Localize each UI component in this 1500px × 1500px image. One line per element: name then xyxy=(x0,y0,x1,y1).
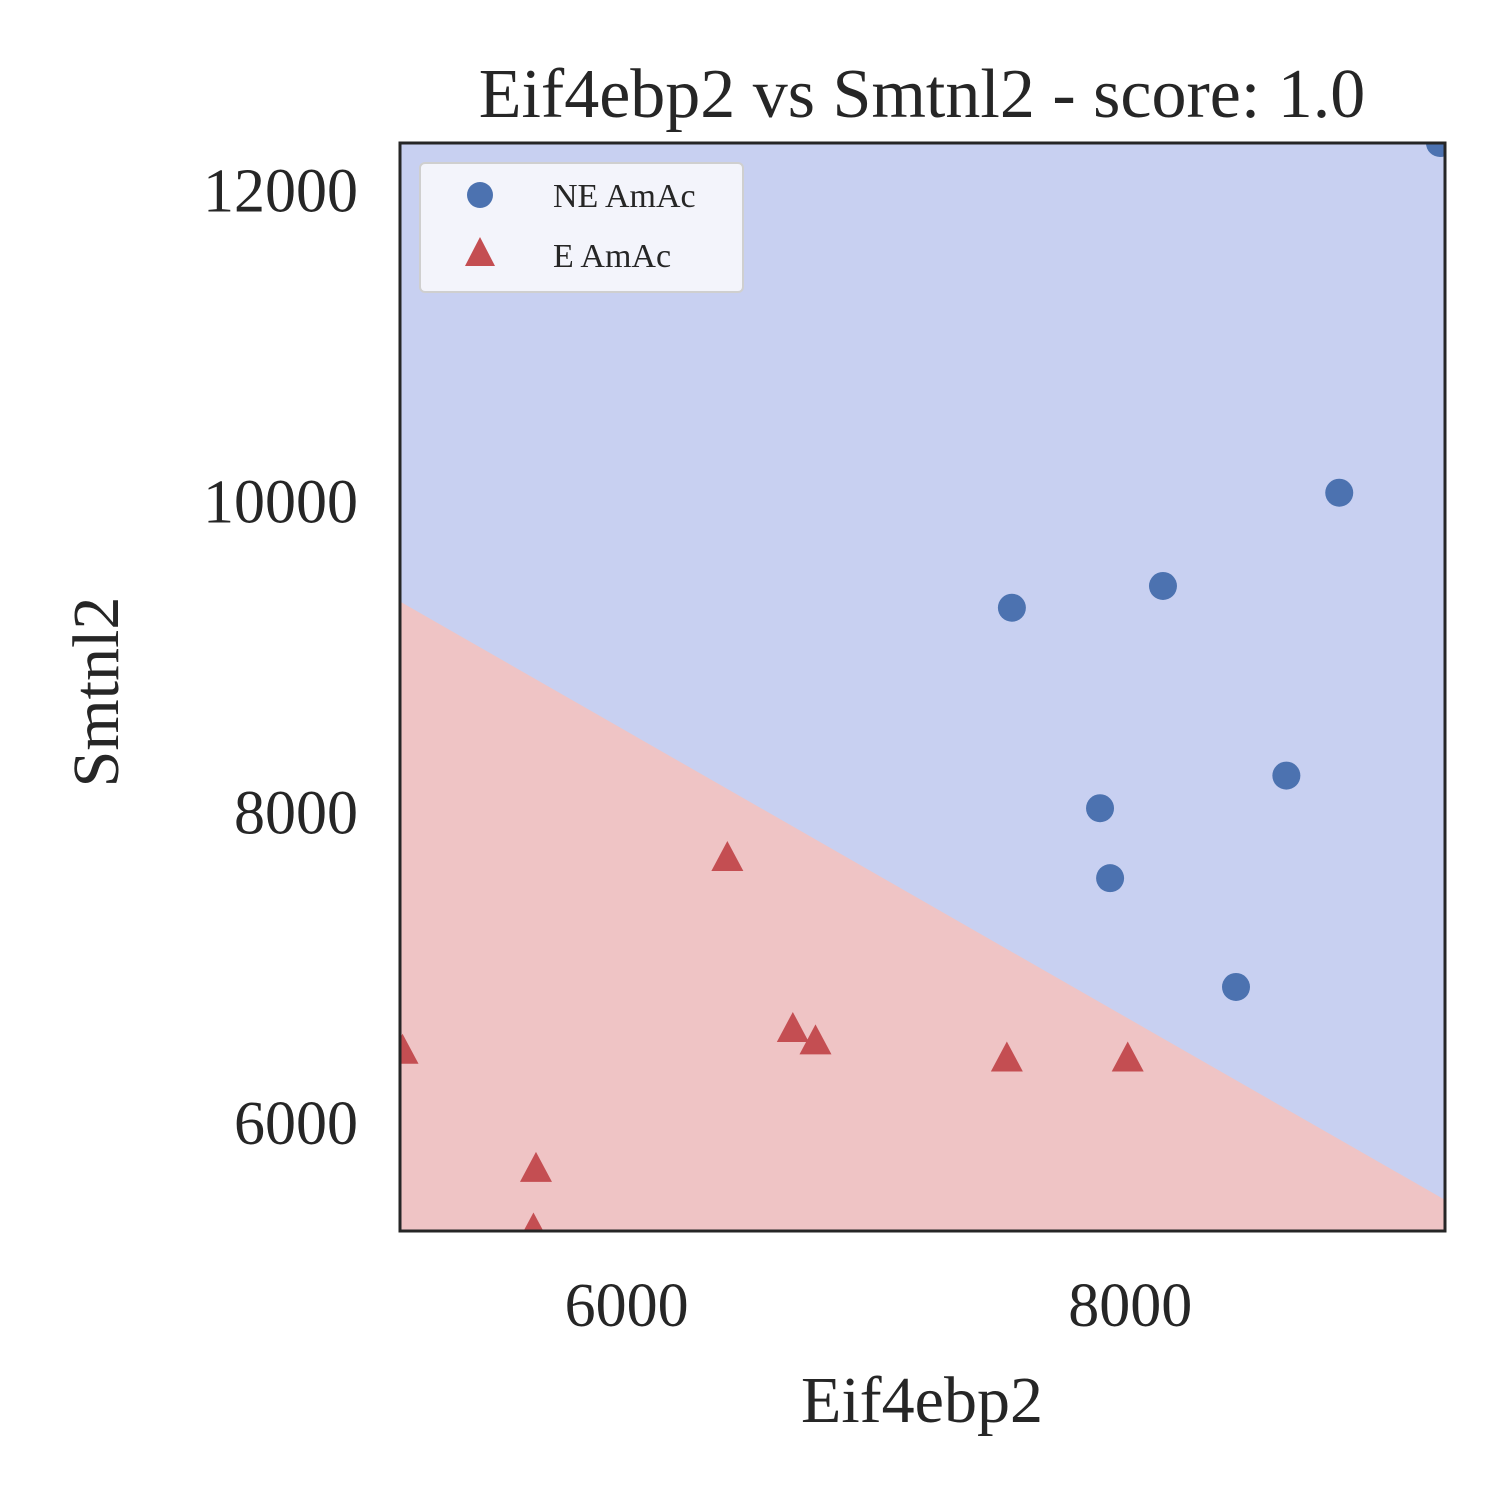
y-axis-ticks: 6000 8000 10000 12000 xyxy=(203,158,358,1159)
x-axis-ticks: 6000 8000 xyxy=(565,1272,1193,1340)
x-tick-label-8000: 8000 xyxy=(1068,1272,1192,1340)
x-axis-label: Eif4ebp2 xyxy=(801,1364,1043,1437)
point-e-amac-1 xyxy=(519,1151,552,1182)
legend: NE AmAc E AmAc xyxy=(419,162,744,293)
point-ne-amac-3 xyxy=(1148,571,1177,600)
chart-title: Eif4ebp2 vs Smtnl2 - score: 1.0 xyxy=(479,56,1366,133)
y-tick-label-6000: 6000 xyxy=(234,1090,358,1158)
y-tick-label-10000: 10000 xyxy=(203,468,358,536)
y-tick-label-12000: 12000 xyxy=(203,158,358,226)
legend-label-ne-amac: NE AmAc xyxy=(553,178,696,215)
point-ne-amac-7 xyxy=(1222,972,1250,1001)
point-e-amac-7 xyxy=(523,1212,544,1231)
point-e-amac-5 xyxy=(990,1041,1023,1072)
point-ne-amac-0 xyxy=(1425,143,1445,157)
legend-box xyxy=(419,162,744,293)
x-tick-label-6000: 6000 xyxy=(565,1272,689,1340)
plot-frame xyxy=(398,141,1447,1233)
point-e-amac-3 xyxy=(776,1011,809,1042)
point-ne-amac-5 xyxy=(1086,794,1115,823)
point-e-amac-4 xyxy=(799,1024,832,1055)
point-e-amac-0 xyxy=(400,1033,419,1064)
legend-label-e-amac: E AmAc xyxy=(553,238,671,275)
point-ne-amac-6 xyxy=(1096,864,1125,893)
point-e-amac-6 xyxy=(1111,1041,1144,1072)
y-tick-label-8000: 8000 xyxy=(234,779,358,847)
y-axis-label: Smtnl2 xyxy=(60,597,133,788)
legend-marker-ne-amac xyxy=(467,182,493,208)
data-marks xyxy=(400,143,1445,1231)
point-ne-amac-2 xyxy=(1272,761,1301,790)
point-ne-amac-4 xyxy=(997,593,1026,622)
plot-area xyxy=(400,143,1445,1231)
point-e-amac-2 xyxy=(711,840,744,871)
region-e-amac xyxy=(400,601,1445,1231)
legend-marker-e-amac xyxy=(465,237,495,266)
point-ne-amac-1 xyxy=(1325,478,1354,507)
